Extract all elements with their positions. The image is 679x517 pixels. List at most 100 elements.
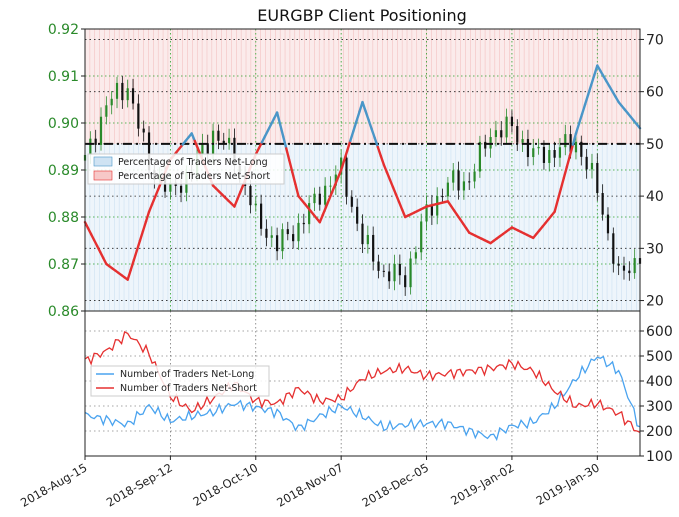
- percent-net-long-segment: [562, 165, 569, 180]
- percent-net-long-segment: [138, 229, 145, 243]
- percent-net-long-segment: [400, 208, 407, 219]
- candle-body: [420, 221, 423, 253]
- percent-net-long-segment: [190, 132, 196, 143]
- percent-net-long-segment: [135, 239, 142, 252]
- date-tick-label: 2018-Aug-15: [18, 460, 89, 509]
- candle-body: [553, 150, 556, 158]
- percent-net-long-segment: [559, 177, 565, 191]
- candle-body: [542, 146, 546, 163]
- candle-body: [281, 229, 284, 252]
- candle-body: [596, 162, 599, 194]
- candle-body: [260, 203, 263, 229]
- candle-body: [622, 265, 626, 271]
- percent-tick-label: 70: [646, 32, 664, 48]
- candle-body: [484, 141, 487, 149]
- percent-net-long-segment: [391, 185, 398, 196]
- candle-body: [356, 206, 359, 224]
- candle-body: [409, 258, 412, 288]
- candle-body: [505, 116, 508, 138]
- legend-label-net-short: Percentage of Traders Net-Short: [118, 171, 270, 182]
- percent-net-long-segment: [239, 182, 245, 193]
- candle-body: [126, 88, 129, 101]
- candle-body: [131, 88, 135, 104]
- candle-body: [115, 82, 119, 99]
- candle-body: [457, 170, 460, 191]
- candle-body: [329, 185, 332, 187]
- percent-net-long-segment: [577, 112, 584, 125]
- percent-net-long-segment: [355, 110, 361, 123]
- candle-body: [612, 233, 615, 264]
- candle-body: [628, 270, 631, 274]
- percent-net-long-segment: [361, 100, 367, 113]
- candle-body: [494, 130, 498, 138]
- candle-body: [398, 263, 401, 276]
- percent-net-long-segment: [593, 64, 599, 77]
- percent-net-long-segment: [236, 190, 242, 201]
- candle-body: [324, 185, 327, 205]
- bottom-panel-lines: [84, 330, 641, 442]
- percent-net-long-segment: [394, 193, 401, 204]
- candle-body: [302, 222, 305, 225]
- percent-net-long-segment: [364, 109, 370, 122]
- percent-net-long-segment: [343, 149, 349, 162]
- candle-body: [249, 185, 252, 206]
- candle-body: [297, 222, 300, 242]
- candle-body: [382, 270, 385, 272]
- percent-net-long-segment: [373, 136, 379, 149]
- percent-tick-label: 20: [646, 294, 664, 310]
- percent-net-long-segment: [349, 130, 355, 143]
- candle-body: [345, 157, 348, 197]
- candle-body: [537, 146, 540, 149]
- percent-net-long-segment: [556, 188, 562, 202]
- date-tick-label: 2018-Sep-12: [104, 460, 175, 509]
- percent-net-long-segment: [291, 171, 297, 186]
- percent-net-long-segment: [141, 220, 148, 233]
- candle-body: [211, 130, 215, 154]
- candle-body: [425, 204, 428, 222]
- percent-net-long-segment: [586, 83, 593, 96]
- percent-net-long-segment: [367, 118, 373, 131]
- candle-body: [526, 139, 530, 158]
- candle-body: [313, 193, 316, 204]
- candle-body: [633, 258, 636, 274]
- candle-body: [366, 234, 369, 245]
- bottom-legend-box: [90, 365, 270, 397]
- candle-body: [532, 148, 535, 158]
- percent-net-long-segment: [327, 191, 334, 202]
- candle-body: [585, 156, 588, 170]
- candle-body: [233, 137, 236, 166]
- percent-net-long-segment: [321, 206, 328, 216]
- legend-label-net-long: Percentage of Traders Net-Long: [118, 157, 268, 168]
- percent-net-long-segment: [150, 195, 157, 206]
- candle-body: [110, 98, 113, 106]
- candle-body: [350, 196, 353, 207]
- candle-body: [473, 171, 476, 182]
- percent-net-long-segment: [388, 178, 395, 189]
- percent-net-long-segment: [282, 135, 288, 150]
- candle-body: [94, 138, 97, 145]
- percent-net-long-segment: [370, 127, 376, 140]
- percent-tick-label: 60: [646, 85, 664, 101]
- price-tick-label: 0.88: [48, 210, 79, 226]
- candle-body: [393, 263, 396, 282]
- candle-body: [606, 214, 610, 234]
- percent-net-long-segment: [565, 154, 572, 169]
- percent-net-long-segment: [330, 183, 337, 194]
- candle-body: [580, 141, 583, 157]
- candle-body: [137, 103, 140, 129]
- percent-net-long-segment: [583, 93, 590, 106]
- candle-body: [292, 234, 295, 242]
- candle-body: [564, 134, 567, 148]
- percent-net-long-segment: [379, 154, 386, 166]
- price-tick-label: 0.87: [48, 257, 79, 273]
- percent-net-long-segment: [580, 103, 587, 116]
- bottom-panel-frame: [84, 310, 641, 457]
- candle-body: [270, 235, 273, 238]
- candle-body: [521, 139, 524, 143]
- candle-body: [179, 185, 183, 193]
- percent-net-long-segment: [324, 198, 331, 209]
- price-tick-label: 0.86: [48, 304, 79, 320]
- candle-body: [308, 203, 311, 225]
- date-tick-label: 2019-Jan-02: [448, 460, 516, 507]
